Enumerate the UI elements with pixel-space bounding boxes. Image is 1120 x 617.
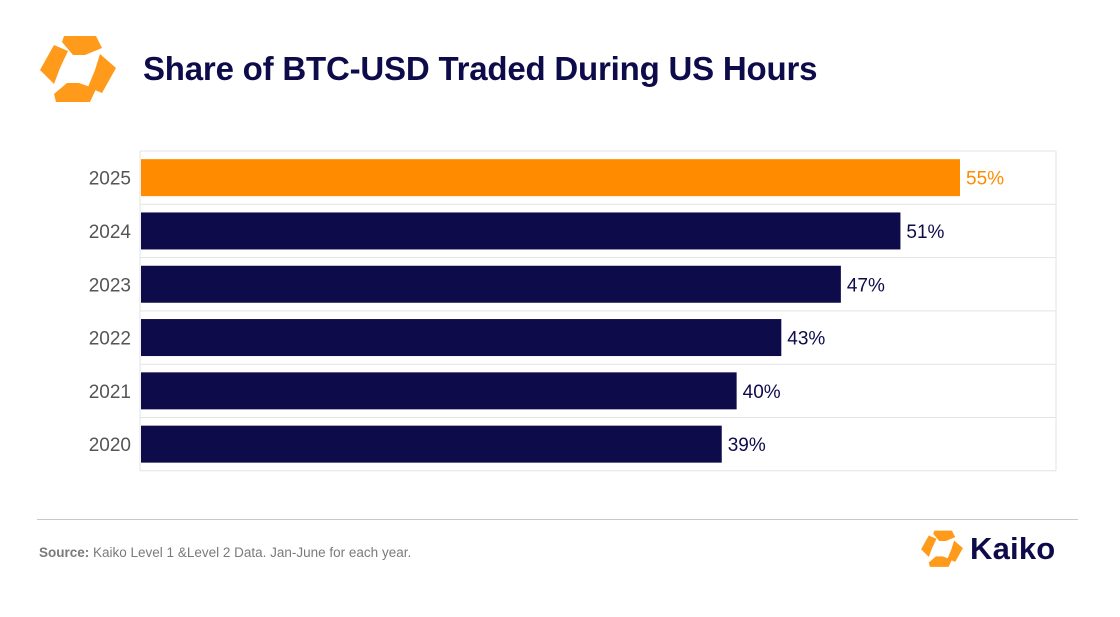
source-text: Kaiko Level 1 &Level 2 Data. Jan-June fo… (89, 545, 412, 560)
kaiko-brand-icon (921, 530, 963, 567)
bar-2022 (141, 319, 782, 357)
data-label-2024: 51% (906, 222, 944, 243)
bar-2023 (141, 265, 841, 303)
page-title: Share of BTC-USD Traded During US Hours (143, 50, 818, 87)
source-note: Source: Kaiko Level 1 &Level 2 Data. Jan… (39, 545, 411, 560)
brand-name: Kaiko (970, 531, 1056, 566)
bar-2020 (141, 425, 722, 463)
category-label-2022: 2022 (89, 329, 131, 350)
category-label-2025: 2025 (89, 169, 131, 190)
kaiko-brand: Kaiko (920, 528, 1082, 572)
source-label: Source: (39, 545, 90, 560)
data-label-2021: 40% (743, 382, 781, 403)
bar-2025 (141, 159, 960, 197)
kaiko-hexagon-icon (40, 36, 116, 102)
kaiko-logo-icon (40, 36, 116, 102)
bar-2021 (141, 372, 737, 410)
bar-2024 (141, 212, 901, 250)
category-label-2020: 2020 (89, 435, 131, 456)
data-label-2023: 47% (847, 275, 885, 296)
footer-divider (37, 519, 1078, 520)
data-label-2025: 55% (966, 169, 1004, 190)
data-label-2020: 39% (728, 435, 766, 456)
category-label-2021: 2021 (89, 382, 131, 403)
category-label-2023: 2023 (89, 275, 131, 296)
data-label-2022: 43% (787, 329, 825, 350)
category-label-2024: 2024 (89, 222, 132, 243)
